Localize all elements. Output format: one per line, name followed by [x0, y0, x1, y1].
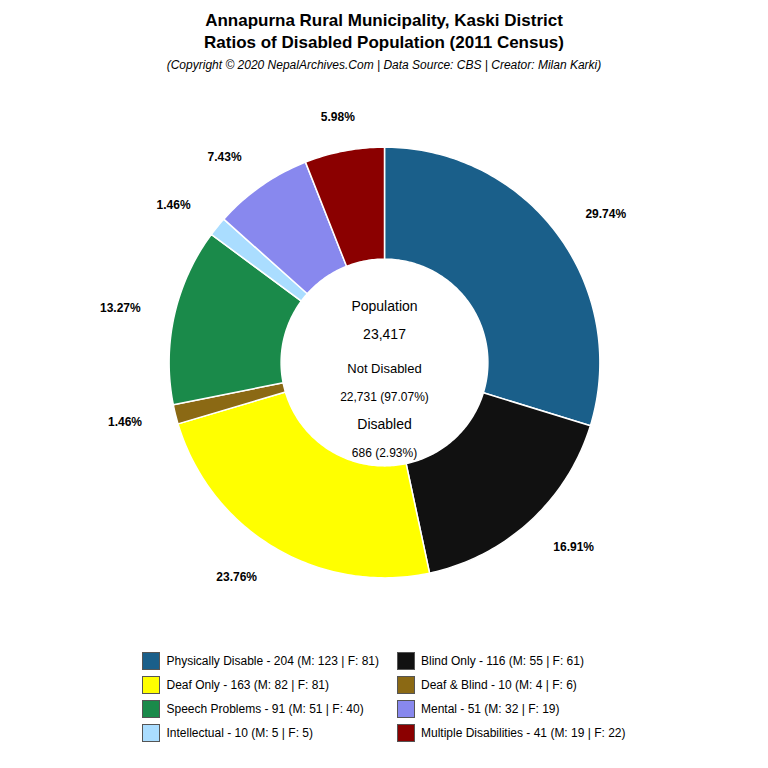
html-text:Deaf Only - 163 (M: 82 | F: 81: Deaf Only - 163 (M: 82 | F: 81): [166, 678, 329, 692]
html-text:(Copyright © 2020 NepalArchive: (Copyright © 2020 NepalArchives.Com | Da…: [166, 58, 602, 72]
svg-text:5.98%: 5.98%: [321, 110, 355, 124]
svg-text:1.46%: 1.46%: [157, 198, 191, 212]
svg-text:Population: Population: [351, 298, 417, 314]
html-text:Speech Problems - 91 (M: 51 |: Speech Problems - 91 (M: 51 | F: 40): [166, 702, 364, 716]
svg-text:22,731 (97.07%): 22,731 (97.07%): [340, 390, 429, 404]
svg-text:7.43%: 7.43%: [208, 150, 242, 164]
html-text:Multiple Disabilities - 41 (M:: Multiple Disabilities - 41 (M: 19 | F: 2…: [421, 726, 626, 740]
html-text:Intellectual - 10 (M: 5 | F: 5: Intellectual - 10 (M: 5 | F: 5): [166, 726, 313, 740]
svg-text:13.27%: 13.27%: [100, 301, 141, 315]
svg-text:23,417: 23,417: [363, 326, 406, 342]
svg-text:1.46%: 1.46%: [108, 415, 142, 429]
svg-text:16.91%: 16.91%: [553, 540, 594, 554]
html-text:Ratios of Disabled Population: Ratios of Disabled Population (2011 Cens…: [204, 33, 564, 52]
svg-text:Disabled: Disabled: [357, 416, 411, 432]
svg-text:Not Disabled: Not Disabled: [347, 361, 421, 376]
html-text:Mental - 51 (M: 32 | F: 19): Mental - 51 (M: 32 | F: 19): [421, 702, 560, 716]
html-text:Deaf & Blind - 10 (M: 4 | F: 6: Deaf & Blind - 10 (M: 4 | F: 6): [421, 678, 577, 692]
svg-text:29.74%: 29.74%: [585, 207, 626, 221]
svg-text:686 (2.93%): 686 (2.93%): [352, 446, 417, 460]
svg-text:23.76%: 23.76%: [216, 570, 257, 584]
html-text:Physically Disable - 204 (M: 1: Physically Disable - 204 (M: 123 | F: 81…: [166, 654, 379, 668]
html-text:Blind Only - 116 (M: 55 | F: 6: Blind Only - 116 (M: 55 | F: 61): [421, 654, 584, 668]
html-text:Annapurna Rural Municipality,: Annapurna Rural Municipality, Kaski Dist…: [205, 11, 563, 30]
